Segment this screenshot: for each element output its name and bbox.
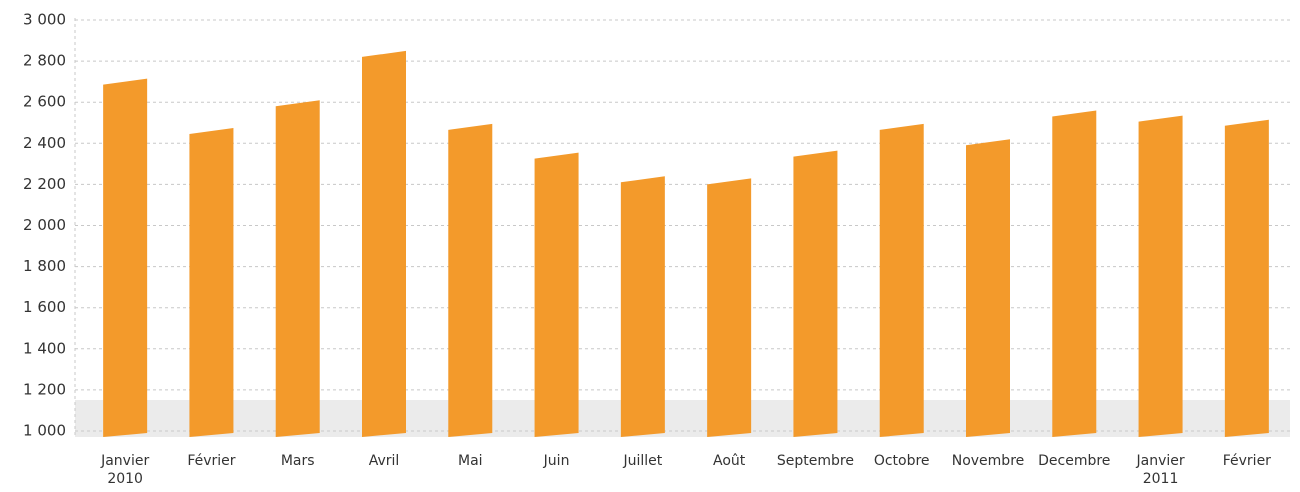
y-tick-label: 2 200 — [23, 175, 66, 193]
y-tick-label: 2 400 — [23, 134, 66, 152]
x-tick-label: Octobre — [873, 453, 930, 469]
y-tick-label: 3 000 — [23, 11, 66, 29]
bar — [966, 139, 1010, 437]
x-tick-label: Janvier 2011 — [1136, 453, 1185, 487]
y-tick-label: 2 000 — [23, 216, 66, 234]
bar — [275, 100, 320, 437]
x-tick-label: Août — [713, 453, 746, 469]
bar — [707, 178, 752, 437]
bar — [534, 152, 579, 437]
bar — [448, 123, 493, 438]
x-tick-label: Juillet — [623, 453, 663, 469]
y-tick-label: 1 200 — [23, 380, 66, 398]
bar — [620, 176, 665, 437]
bar — [1224, 119, 1269, 437]
bar — [793, 150, 838, 437]
y-tick-label: 1 800 — [23, 257, 66, 275]
x-tick-label: Janvier 2010 — [101, 453, 150, 487]
bar — [362, 50, 406, 437]
x-tick-label: Juin — [543, 453, 570, 469]
x-tick-label: Novembre — [951, 453, 1025, 469]
y-tick-label: 2 800 — [23, 52, 66, 70]
x-tick-label: Avril — [368, 453, 400, 469]
bar — [189, 127, 234, 437]
x-tick-label: Decembre — [1038, 453, 1111, 469]
x-tick-label: Février — [187, 453, 236, 469]
x-tick-label: Mai — [458, 453, 483, 469]
y-tick-label: 2 600 — [23, 93, 66, 111]
x-tick-label: Mars — [280, 453, 315, 469]
y-tick-label: 1 400 — [23, 339, 66, 357]
bar — [103, 78, 148, 438]
x-tick-label: Février — [1222, 453, 1271, 469]
x-tick-label: Septembre — [776, 453, 854, 469]
y-tick-label: 1 000 — [23, 422, 66, 440]
bar — [1052, 110, 1097, 437]
y-tick-label: 1 600 — [23, 298, 66, 316]
bar — [879, 123, 924, 438]
bar — [1138, 115, 1183, 437]
